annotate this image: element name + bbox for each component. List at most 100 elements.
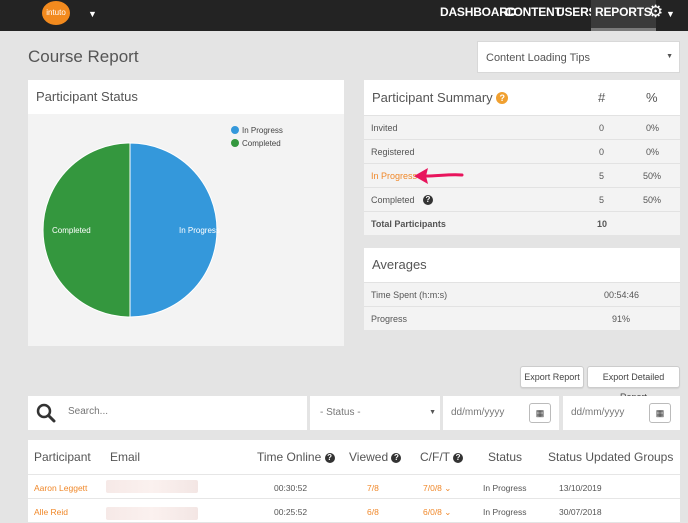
total-label: Total Participants <box>371 219 446 229</box>
help-icon[interactable]: ? <box>453 453 464 463</box>
page-title: Course Report <box>28 47 139 66</box>
chevron-down-icon: ▼ <box>666 53 673 60</box>
cft[interactable]: 6/0/8 ⌄ <box>423 507 451 518</box>
row-count: 0 <box>599 123 605 133</box>
participant-link[interactable]: Alle Reid <box>34 507 69 517</box>
participant-summary-panel: Participant Summary ? # % Invited 0 0% R… <box>364 80 680 235</box>
status-updated: 30/07/2018 <box>559 507 602 517</box>
cft-value: 6/0/8 <box>423 507 442 517</box>
email-redacted <box>106 480 198 493</box>
chevron-down-icon[interactable]: ⌄ <box>444 483 452 493</box>
panel-title: Participant Status <box>28 80 344 114</box>
row-label: Registered <box>371 147 415 157</box>
search-box <box>28 396 307 430</box>
participants-table: Participant Email Time Online ? Viewed ?… <box>28 440 680 522</box>
content-select[interactable]: Content Loading Tips ▼ <box>477 41 680 73</box>
nav-reports[interactable]: REPORTS <box>591 0 656 31</box>
row-label: Completed <box>371 195 415 205</box>
viewed[interactable]: 6/8 <box>367 507 379 517</box>
col-header-status[interactable]: Status <box>488 450 523 464</box>
participant-status-panel: Participant Status Completed In Progress… <box>28 80 344 346</box>
col-header-label: Time Online <box>257 450 322 464</box>
col-header-status-updated[interactable]: Status Updated <box>548 450 631 464</box>
pie-label-in-progress: In Progress <box>179 226 220 235</box>
pie-slice-in-progress[interactable] <box>129 142 218 318</box>
col-header-time-online[interactable]: Time Online ? <box>257 450 335 464</box>
total-count: 10 <box>597 219 608 229</box>
time-online: 00:25:52 <box>274 507 308 517</box>
search-input[interactable] <box>66 405 300 418</box>
nav-dashboard[interactable]: DASHBOARD <box>440 5 517 19</box>
help-icon[interactable]: ? <box>391 453 402 463</box>
help-icon[interactable]: ? <box>496 92 509 104</box>
nav-users[interactable]: USERS <box>556 5 597 19</box>
averages-row: Time Spent (h:m:s) 00:54:46 <box>364 282 680 307</box>
viewed[interactable]: 7/8 <box>367 483 379 493</box>
intuto-logo[interactable]: intuto <box>42 1 70 25</box>
date-to-field[interactable]: dd/mm/yyyy ▦ <box>563 396 680 430</box>
chevron-down-icon[interactable]: ▼ <box>88 9 97 19</box>
panel-title: Participant Summary <box>372 90 493 105</box>
nav-content[interactable]: CONTENT <box>505 5 562 19</box>
row-pct: 50% <box>643 195 662 205</box>
row-pct: 50% <box>643 171 662 181</box>
search-icon[interactable] <box>36 403 56 423</box>
row-pct: 0% <box>646 147 660 157</box>
summary-row: Completed ? 5 50% <box>364 187 680 212</box>
status-filter-select[interactable]: - Status - ▼ <box>310 396 440 430</box>
help-icon[interactable]: ? <box>423 195 433 205</box>
col-count-header: # <box>598 90 606 105</box>
col-header-label: C/F/T <box>420 450 450 464</box>
row-count: 0 <box>599 147 605 157</box>
cft-value: 7/0/8 <box>423 483 442 493</box>
help-icon[interactable]: ? <box>324 453 335 463</box>
export-detailed-report-button[interactable]: Export Detailed Report <box>587 366 680 402</box>
row-pct: 0% <box>646 123 660 133</box>
col-header-participant[interactable]: Participant <box>34 450 91 464</box>
time-online: 00:30:52 <box>274 483 308 493</box>
chevron-down-icon[interactable]: ▼ <box>666 9 675 19</box>
participant-link[interactable]: Aaron Leggett <box>34 483 88 493</box>
row-count: 5 <box>599 195 605 205</box>
calendar-icon[interactable]: ▦ <box>649 403 671 423</box>
averages-panel: Averages Time Spent (h:m:s) 00:54:46 Pro… <box>364 248 680 330</box>
status-updated: 13/10/2019 <box>559 483 602 493</box>
in-progress-link[interactable]: In Progress <box>371 171 418 181</box>
col-pct-header: % <box>646 90 658 105</box>
summary-header: Participant Summary ? # % <box>364 80 680 115</box>
row-label: Time Spent (h:m:s) <box>371 290 448 300</box>
calendar-icon[interactable]: ▦ <box>529 403 551 423</box>
pie-slice-completed[interactable] <box>42 142 131 318</box>
arrow-annotation <box>414 168 464 184</box>
col-header-viewed[interactable]: Viewed ? <box>349 450 402 464</box>
export-report-button[interactable]: Export Report <box>520 366 584 388</box>
averages-row: Progress 91% <box>364 306 680 331</box>
cft[interactable]: 7/0/8 ⌄ <box>423 483 451 494</box>
col-header-groups[interactable]: Groups <box>634 450 674 464</box>
col-header-label: Viewed <box>349 450 389 464</box>
top-navbar: intuto ▼ DASHBOARD CONTENT USERS REPORTS… <box>0 0 688 31</box>
email-redacted <box>106 507 198 520</box>
legend-completed: Completed <box>242 139 281 148</box>
row-value: 91% <box>612 314 631 324</box>
status-filter-value: - Status - <box>320 407 361 418</box>
row-label: Progress <box>371 314 408 324</box>
date-from-field[interactable]: dd/mm/yyyy ▦ <box>443 396 559 430</box>
summary-total-row: Total Participants 10 <box>364 211 680 236</box>
row-value: 00:54:46 <box>604 290 640 300</box>
status-pie-chart: Completed In Progress In Progress Comple… <box>42 126 283 318</box>
table-row: Aaron Leggett 00:30:52 7/8 7/0/8 ⌄ In Pr… <box>28 474 680 499</box>
summary-row: In Progress 5 50% <box>364 163 680 188</box>
legend-swatch-completed <box>231 139 239 147</box>
col-header-email[interactable]: Email <box>110 450 141 464</box>
date-to-placeholder: dd/mm/yyyy <box>571 407 625 418</box>
row-label: Invited <box>371 123 398 133</box>
summary-row: Registered 0 0% <box>364 139 680 164</box>
legend-swatch-in-progress <box>231 126 239 134</box>
col-header-cft[interactable]: C/F/T ? <box>420 450 464 464</box>
status: In Progress <box>483 507 527 517</box>
chevron-down-icon[interactable]: ⌄ <box>444 507 452 517</box>
pie-label-completed: Completed <box>52 226 91 235</box>
summary-row: Invited 0 0% <box>364 115 680 140</box>
gear-icon[interactable]: ⚙ <box>648 2 664 21</box>
